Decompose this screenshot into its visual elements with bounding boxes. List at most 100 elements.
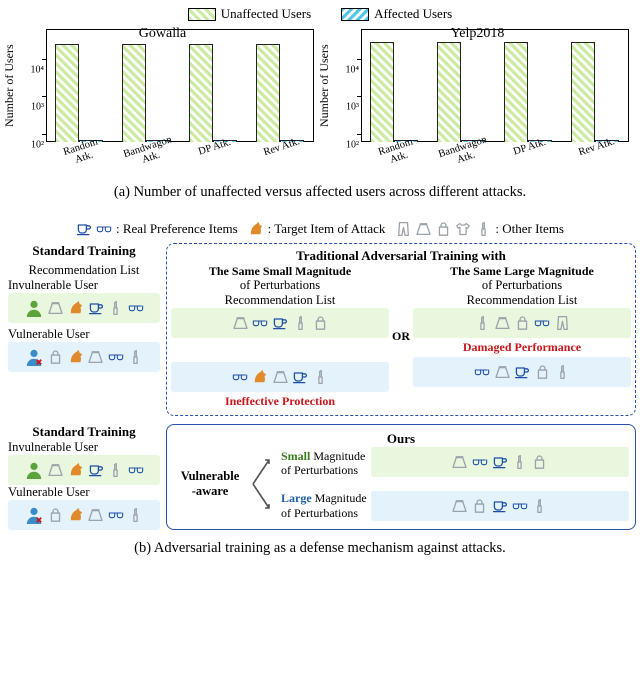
label-reclist: Recommendation List bbox=[8, 263, 160, 278]
bar-unaffected bbox=[189, 44, 213, 142]
label-vulnerable: Vulnerable User bbox=[8, 327, 160, 342]
label-large-pert: Large Magnitudeof Perturbations bbox=[281, 491, 367, 520]
warn-damaged: Damaged Performance bbox=[413, 340, 631, 355]
items bbox=[474, 315, 570, 331]
legend-swatch-unaffected bbox=[188, 8, 216, 21]
section-b: : Real Preference Items : Target Item of… bbox=[0, 217, 640, 565]
bag-icon bbox=[534, 364, 550, 380]
skirt-icon bbox=[452, 454, 468, 470]
legend-label: : Other Items bbox=[495, 221, 564, 237]
lip-icon bbox=[554, 364, 570, 380]
legend-other: : Other Items bbox=[395, 221, 564, 237]
items bbox=[452, 454, 548, 470]
y-tick-label: 10³ bbox=[345, 102, 359, 113]
upper-grid: Standard Training Recommendation List In… bbox=[8, 243, 632, 416]
lip-icon bbox=[292, 315, 308, 331]
label-reclist: Recommendation List bbox=[171, 293, 389, 308]
label-invulnerable: Invulnerable User bbox=[8, 440, 160, 455]
chart-legend: Unaffected Users Affected Users bbox=[8, 6, 632, 22]
horse-icon bbox=[248, 221, 264, 237]
glasses-icon bbox=[96, 221, 112, 237]
rec-row-trad-small-inv bbox=[171, 308, 389, 338]
legend-affected: Affected Users bbox=[341, 6, 452, 22]
heading-ours: Ours bbox=[173, 431, 629, 447]
glasses-icon bbox=[232, 369, 248, 385]
items bbox=[474, 364, 570, 380]
bar-unaffected bbox=[437, 42, 461, 142]
label-invulnerable: Invulnerable User bbox=[8, 278, 160, 293]
glasses-icon bbox=[252, 315, 268, 331]
horse-icon bbox=[68, 507, 84, 523]
label-small-pert: Small Magnitudeof Perturbations bbox=[281, 449, 367, 478]
lip-icon bbox=[532, 498, 548, 514]
rec-row-standard-inv2 bbox=[8, 455, 160, 485]
bar-unaffected bbox=[571, 42, 595, 142]
skirt-icon bbox=[232, 315, 248, 331]
bar-group bbox=[437, 42, 485, 142]
legend-label-unaffected: Unaffected Users bbox=[221, 6, 311, 22]
lip-icon bbox=[474, 315, 490, 331]
legend-label: : Real Preference Items bbox=[116, 221, 238, 237]
heading-standard: Standard Training bbox=[8, 243, 160, 259]
bar-group bbox=[256, 44, 304, 142]
skirt-icon bbox=[88, 507, 104, 523]
cup-icon bbox=[292, 369, 308, 385]
y-tick-label: 10⁴ bbox=[30, 65, 44, 76]
glasses-icon bbox=[128, 462, 144, 478]
y-axis-label: Number of Users bbox=[2, 30, 17, 142]
cup-icon bbox=[272, 315, 288, 331]
lip-icon bbox=[312, 369, 328, 385]
cup-icon bbox=[88, 300, 104, 316]
glasses-icon bbox=[534, 315, 550, 331]
horse-icon bbox=[68, 300, 84, 316]
lower-grid: Standard Training Invulnerable User Vuln… bbox=[8, 424, 632, 530]
bar-group bbox=[55, 44, 103, 142]
rec-row-trad-large-vul bbox=[413, 357, 631, 387]
bar-group bbox=[370, 42, 418, 142]
legend-target: : Target Item of Attack bbox=[248, 221, 386, 237]
bag-icon bbox=[435, 221, 451, 237]
bar-unaffected bbox=[122, 44, 146, 142]
rec-row-standard-vul bbox=[8, 342, 160, 372]
bar-unaffected bbox=[55, 44, 79, 142]
skirt-icon bbox=[415, 221, 431, 237]
chart-yelp: Yelp2018 Number of Users RandomAtk.Bandw… bbox=[323, 26, 632, 176]
branch-arrows-icon bbox=[251, 452, 277, 516]
diagram-legend: : Real Preference Items : Target Item of… bbox=[8, 221, 632, 237]
subhead-small: The Same Small Magnitude bbox=[171, 264, 389, 278]
lip-icon bbox=[108, 462, 124, 478]
trad-large-col: The Same Large Magnitude of Perturbation… bbox=[413, 264, 631, 409]
bag-icon bbox=[48, 349, 64, 365]
horse-icon bbox=[68, 349, 84, 365]
bar-group bbox=[122, 44, 170, 142]
subhead-large: The Same Large Magnitude bbox=[413, 264, 631, 278]
legend-label-affected: Affected Users bbox=[374, 6, 452, 22]
y-tick-label: 10⁴ bbox=[345, 65, 359, 76]
bag-icon bbox=[312, 315, 328, 331]
bar-unaffected bbox=[504, 42, 528, 142]
lip-icon bbox=[128, 349, 144, 365]
skirt-icon bbox=[272, 369, 288, 385]
bag-icon bbox=[472, 498, 488, 514]
glasses-icon bbox=[512, 498, 528, 514]
ours-recs bbox=[371, 447, 629, 521]
caption-a: (a) Number of unaffected versus affected… bbox=[8, 184, 632, 201]
cup-icon bbox=[492, 498, 508, 514]
legend-real-pref: : Real Preference Items bbox=[76, 221, 238, 237]
heading-traditional: Traditional Adversarial Training with bbox=[171, 248, 631, 264]
legend-swatch-affected bbox=[341, 8, 369, 21]
y-tick-label: 10² bbox=[345, 139, 359, 150]
ours-box: Ours Vulnerable -aware Small Magnitudeof… bbox=[166, 424, 636, 530]
rec-row-trad-small-vul bbox=[171, 362, 389, 392]
lip-icon bbox=[108, 300, 124, 316]
subhead-ofpert: of Perturbations bbox=[171, 278, 389, 293]
items bbox=[452, 498, 548, 514]
or-divider: OR bbox=[389, 264, 413, 409]
ours-content: Vulnerable -aware Small Magnitudeof Pert… bbox=[173, 447, 629, 521]
items bbox=[48, 507, 144, 523]
shirt-icon bbox=[455, 221, 471, 237]
items bbox=[48, 349, 144, 365]
pants-icon bbox=[554, 315, 570, 331]
horse-icon bbox=[68, 462, 84, 478]
ours-branch-labels: Small Magnitudeof Perturbations Large Ma… bbox=[281, 449, 367, 521]
